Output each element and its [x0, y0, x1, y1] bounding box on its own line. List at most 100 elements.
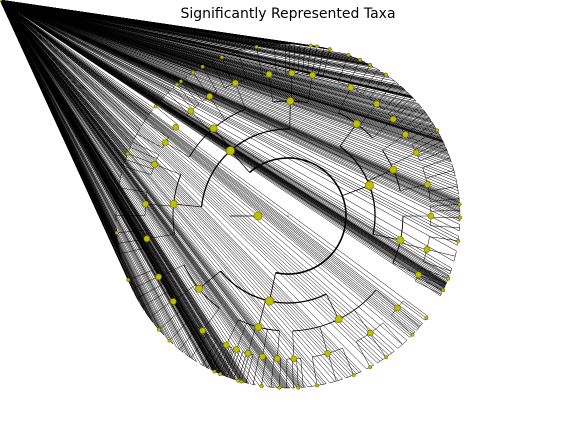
branch — [0, 0, 155, 109]
branch — [217, 346, 230, 374]
taxon-node — [155, 273, 162, 281]
branch — [0, 0, 260, 386]
branch — [0, 0, 423, 324]
taxon-node — [435, 128, 440, 133]
taxon-node — [424, 181, 431, 188]
branch — [353, 309, 371, 334]
branch — [0, 0, 457, 252]
taxon-node — [288, 69, 296, 77]
branch — [247, 326, 256, 354]
taxon-node — [126, 277, 131, 282]
branch — [0, 0, 360, 373]
branch — [0, 0, 410, 338]
branch — [173, 284, 196, 302]
branch — [0, 0, 458, 186]
clade-arc — [329, 378, 343, 384]
branch — [158, 310, 181, 330]
branch — [0, 0, 459, 195]
taxon-node — [364, 180, 374, 190]
taxon-node — [327, 47, 332, 52]
branch — [0, 0, 378, 364]
branch — [198, 270, 221, 290]
taxon-node — [153, 104, 158, 109]
taxon-node — [254, 45, 259, 49]
taxon-node — [394, 304, 401, 312]
branch — [202, 339, 218, 366]
figure-title: Significantly Represented Taxa — [180, 6, 396, 22]
taxon-node — [274, 355, 281, 362]
branch — [173, 87, 193, 110]
branch — [0, 0, 184, 353]
branch — [355, 64, 371, 91]
taxon-node — [264, 296, 274, 306]
branch — [0, 0, 461, 216]
taxon-node — [366, 329, 374, 337]
branch — [0, 0, 457, 182]
branch — [0, 0, 417, 331]
branch — [0, 0, 347, 379]
taxon-node — [232, 79, 239, 87]
clade-arc — [451, 164, 456, 177]
branch — [0, 0, 268, 387]
branch — [226, 319, 239, 346]
branch — [241, 353, 250, 382]
taxon-node — [0, 0, 2, 2]
taxon-node — [162, 139, 169, 146]
branch — [0, 0, 352, 377]
taxon-node — [324, 350, 331, 357]
taxon-node — [352, 119, 361, 128]
branch — [279, 358, 282, 388]
branch — [214, 345, 228, 372]
branch — [0, 0, 333, 51]
branch — [0, 0, 413, 335]
branch — [0, 0, 417, 102]
branch — [0, 0, 458, 189]
branch — [136, 284, 163, 299]
branch — [277, 330, 280, 359]
taxon-node — [142, 200, 149, 208]
taxon-node — [446, 276, 451, 281]
branch — [0, 0, 408, 341]
branch — [132, 276, 159, 290]
branch — [0, 0, 327, 384]
branch — [292, 358, 294, 388]
branch — [0, 0, 318, 386]
branch — [382, 134, 406, 151]
branch — [326, 293, 339, 320]
branch — [0, 0, 461, 222]
branch — [211, 343, 225, 371]
branch — [0, 0, 355, 376]
branch — [0, 0, 418, 330]
branch — [0, 0, 362, 372]
branch — [0, 0, 306, 388]
branch — [175, 127, 198, 145]
branch — [0, 0, 461, 219]
branch — [342, 348, 354, 376]
taxon-node — [412, 149, 420, 157]
branch — [226, 349, 238, 377]
branch — [0, 0, 442, 294]
branch — [0, 0, 441, 297]
taxon-node — [206, 93, 213, 100]
branch — [0, 0, 459, 243]
branch — [258, 299, 266, 328]
branch — [150, 112, 174, 131]
branch — [342, 185, 370, 196]
branch — [261, 357, 267, 386]
branches — [0, 0, 461, 389]
branch — [0, 0, 177, 347]
branch — [375, 289, 398, 309]
branch — [0, 0, 376, 69]
branch — [382, 322, 403, 345]
branch — [0, 0, 309, 387]
taxon-node — [441, 288, 446, 293]
taxon-node — [143, 235, 151, 243]
taxon-node — [383, 72, 388, 77]
branch — [262, 329, 268, 357]
branch — [0, 0, 412, 337]
branch — [311, 356, 318, 386]
branch — [0, 0, 395, 352]
branch — [0, 0, 455, 174]
branch — [0, 0, 153, 111]
branch — [0, 0, 273, 388]
